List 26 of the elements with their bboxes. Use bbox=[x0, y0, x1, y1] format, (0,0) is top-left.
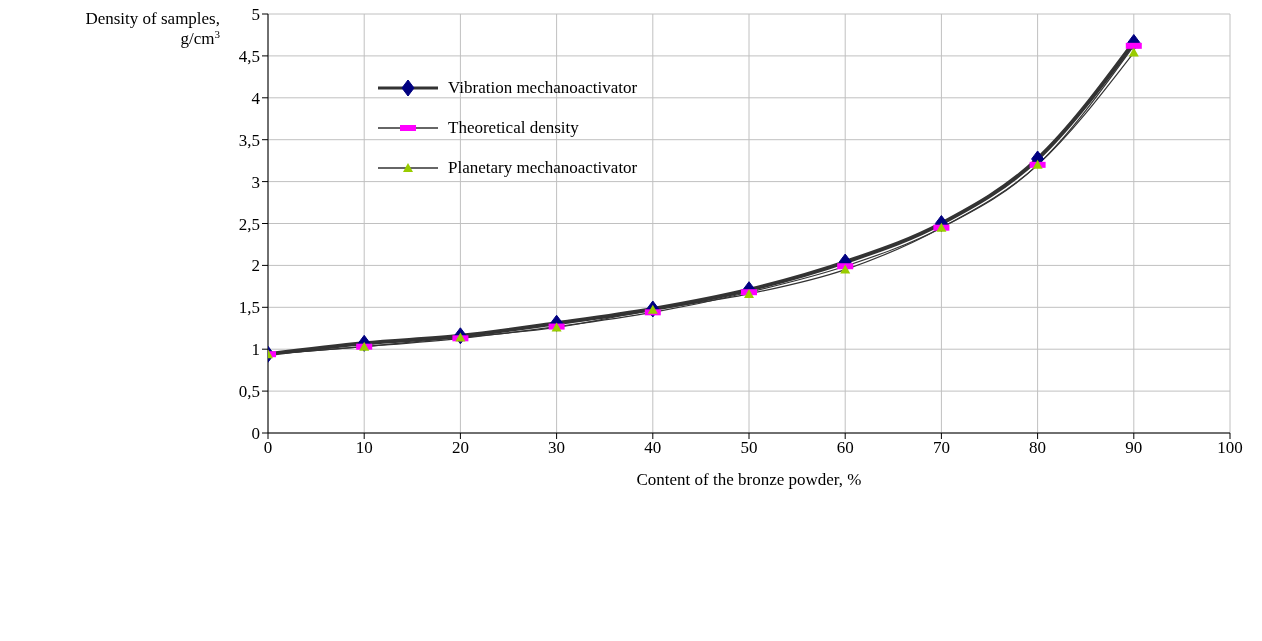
y-tick-label: 1,5 bbox=[238, 298, 260, 318]
x-tick-label: 40 bbox=[644, 438, 662, 458]
legend-label: Vibration mechanoactivator bbox=[448, 78, 638, 98]
x-tick-label: 60 bbox=[836, 438, 854, 458]
y-tick-label: 1 bbox=[251, 340, 260, 360]
y-tick-label: 2,5 bbox=[238, 214, 260, 234]
y-axis-title: Density of samples, g/cm$^{3}$ bbox=[85, 9, 221, 48]
y-tick-label: 3 bbox=[251, 172, 260, 192]
legend-label: Theoretical density bbox=[448, 118, 579, 138]
x-tick-label: 70 bbox=[932, 438, 950, 458]
x-tick-label: 90 bbox=[1125, 438, 1143, 458]
y-tick-label: 4 bbox=[251, 88, 261, 108]
y-tick-label: 4,5 bbox=[238, 46, 260, 66]
x-tick-label: 100 bbox=[1217, 438, 1243, 458]
y-tick-label: 3,5 bbox=[238, 130, 260, 150]
y-tick-label: 0 bbox=[251, 424, 260, 444]
y-tick-label: 5 bbox=[251, 5, 260, 25]
x-axis-title: Content of the bronze powder, % bbox=[636, 470, 862, 489]
y-tick-label: 2 bbox=[251, 256, 260, 276]
x-tick-label: 30 bbox=[548, 438, 566, 458]
x-tick-label: 10 bbox=[355, 438, 373, 458]
x-tick-label: 50 bbox=[740, 438, 758, 458]
y-tick-label: 0,5 bbox=[238, 382, 260, 402]
x-tick-label: 20 bbox=[451, 438, 469, 458]
x-tick-label: 80 bbox=[1029, 438, 1047, 458]
legend-label: Planetary mechanoactivator bbox=[448, 158, 638, 178]
